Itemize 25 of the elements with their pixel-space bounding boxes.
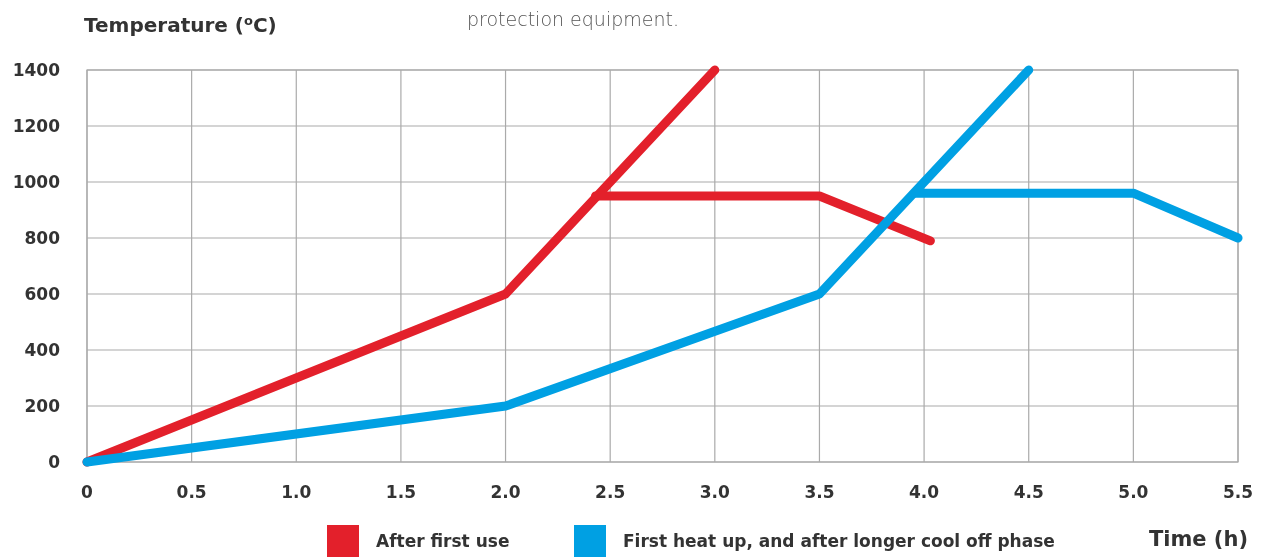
x-tick-label: 0.5 bbox=[176, 482, 207, 502]
x-tick-label: 5.5 bbox=[1222, 482, 1254, 502]
x-tick-label: 5.0 bbox=[1118, 482, 1149, 502]
x-tick-label: 2.0 bbox=[490, 482, 521, 502]
y-tick-label: 1400 bbox=[12, 59, 61, 80]
y-tick-label: 1200 bbox=[12, 115, 61, 136]
y-tick-label: 0 bbox=[48, 451, 61, 472]
x-tick-label: 4.5 bbox=[1013, 482, 1044, 502]
x-tick-label: 1.0 bbox=[281, 482, 312, 502]
y-tick-label: 400 bbox=[24, 339, 61, 360]
legend-label: First heat up, and after longer cool off phase bbox=[623, 531, 1055, 551]
x-tick-label: 3.5 bbox=[804, 482, 835, 502]
legend-label: After first use bbox=[376, 531, 510, 551]
x-tick-label: 1.5 bbox=[385, 482, 416, 502]
x-tick-label: 4.0 bbox=[909, 482, 940, 502]
y-tick-label: 800 bbox=[24, 227, 61, 248]
y-tick-label: 1000 bbox=[12, 171, 61, 192]
y-tick-label: 600 bbox=[24, 283, 61, 304]
x-tick-label: 3.0 bbox=[699, 482, 731, 502]
text: protection equipment. bbox=[467, 8, 679, 30]
y-axis-title: Temperature ($^{o}$C) bbox=[84, 12, 277, 37]
y-tick-label: 200 bbox=[24, 395, 61, 416]
x-tick-label: 2.5 bbox=[595, 482, 626, 502]
x-tick-label: 0 bbox=[81, 482, 94, 502]
x-axis-title: Time (h) bbox=[1148, 527, 1248, 551]
